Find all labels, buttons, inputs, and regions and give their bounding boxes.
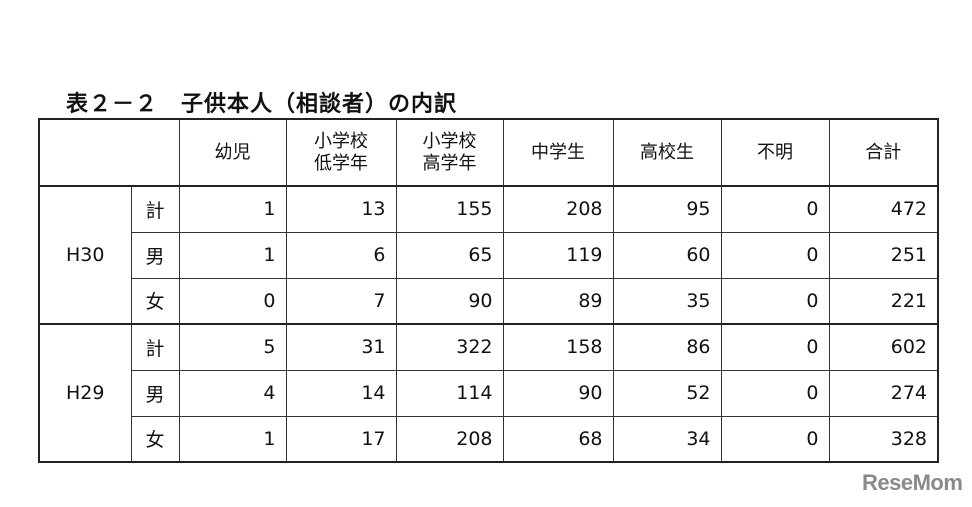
value-cell: 114 [395, 369, 504, 417]
value-cell: 90 [395, 277, 504, 325]
value-cell: 0 [720, 185, 830, 233]
value-cell: 0 [178, 277, 287, 325]
sex-cell: 計 [130, 185, 180, 233]
sex-cell: 男 [130, 231, 180, 279]
value-cell: 86 [612, 323, 722, 371]
value-cell: 472 [828, 185, 939, 233]
column-header: 小学校 低学年 [285, 118, 397, 187]
table-row: 男 4 14 114 90 52 0 274 [39, 369, 939, 417]
data-table: 幼児 小学校 低学年 小学校 高学年 中学生 高校生 不明 合計 H30 計 1 13 155 208 95 0… [38, 118, 939, 463]
column-header: 幼児 [178, 118, 287, 187]
value-cell: 17 [285, 415, 397, 463]
value-cell: 0 [720, 369, 830, 417]
value-cell: 5 [178, 323, 287, 371]
value-cell: 60 [612, 231, 722, 279]
table-row: H29 計 5 31 322 158 86 0 602 [38, 323, 939, 463]
table-row: 女 1 17 208 68 34 0 328 [39, 415, 939, 463]
corner-cell [38, 118, 180, 187]
column-header: 小学校 高学年 [395, 118, 504, 187]
value-cell: 158 [502, 323, 614, 371]
value-cell: 34 [612, 415, 722, 463]
sex-cell: 男 [130, 369, 180, 417]
header-row: 幼児 小学校 低学年 小学校 高学年 中学生 高校生 不明 合計 [38, 118, 939, 187]
value-cell: 1 [178, 185, 287, 233]
column-header: 中学生 [502, 118, 614, 187]
column-header: 不明 [720, 118, 830, 187]
value-cell: 119 [502, 231, 614, 279]
table-row: 女 0 7 90 89 35 0 221 [39, 277, 939, 325]
table-title: 表２－２ 子供本人（相談者）の内訳 [66, 92, 458, 117]
value-cell: 0 [720, 277, 830, 325]
value-cell: 274 [828, 369, 939, 417]
sex-cell: 女 [130, 415, 180, 463]
value-cell: 322 [395, 323, 504, 371]
value-cell: 0 [720, 231, 830, 279]
value-cell: 68 [502, 415, 614, 463]
value-cell: 208 [502, 185, 614, 233]
value-cell: 251 [828, 231, 939, 279]
value-cell: 328 [828, 415, 939, 463]
value-cell: 155 [395, 185, 504, 233]
value-cell: 602 [828, 323, 939, 371]
column-header: 高校生 [612, 118, 722, 187]
column-header: 合計 [828, 118, 939, 187]
value-cell: 221 [828, 277, 939, 325]
value-cell: 208 [395, 415, 504, 463]
value-cell: 13 [285, 185, 397, 233]
value-cell: 89 [502, 277, 614, 325]
value-cell: 14 [285, 369, 397, 417]
value-cell: 1 [178, 231, 287, 279]
sex-cell: 女 [130, 277, 180, 325]
resemom-logo: ReseMom [862, 470, 963, 495]
value-cell: 0 [720, 323, 830, 371]
value-cell: 90 [502, 369, 614, 417]
value-cell: 35 [612, 277, 722, 325]
year-cell: H30 [38, 185, 132, 325]
value-cell: 31 [285, 323, 397, 371]
table-row: H30 計 1 13 155 208 95 0 472 [38, 185, 939, 325]
value-cell: 1 [178, 415, 287, 463]
value-cell: 52 [612, 369, 722, 417]
value-cell: 65 [395, 231, 504, 279]
value-cell: 7 [285, 277, 397, 325]
table-row: 男 1 6 65 119 60 0 251 [39, 231, 939, 279]
value-cell: 95 [612, 185, 722, 233]
year-cell: H29 [38, 323, 132, 463]
sex-cell: 計 [130, 323, 180, 371]
value-cell: 0 [720, 415, 830, 463]
value-cell: 6 [285, 231, 397, 279]
value-cell: 4 [178, 369, 287, 417]
